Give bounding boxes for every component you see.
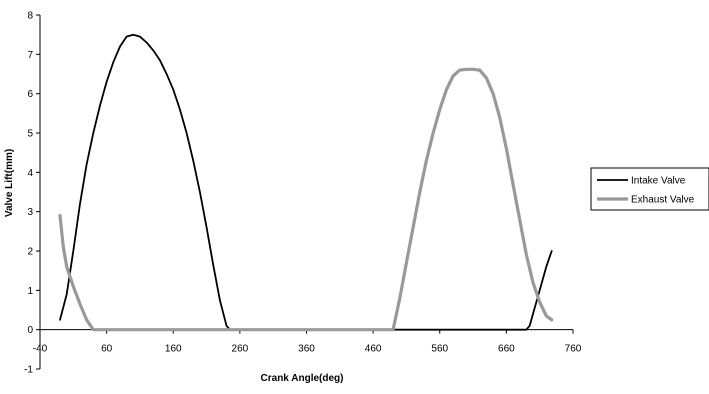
x-tick-label: 260 [232, 344, 249, 355]
y-tick-label: 2 [27, 247, 33, 258]
y-tick-label: 7 [27, 50, 33, 61]
y-tick-label: 3 [27, 207, 33, 218]
legend: Intake Valve Exhaust Valve [590, 167, 709, 211]
y-tick-label: 0 [27, 325, 33, 336]
series-layer [58, 33, 554, 332]
x-tick-label: -40 [33, 344, 48, 355]
x-tick-label: 160 [165, 344, 182, 355]
y-tick-label: 8 [27, 11, 33, 22]
x-tick-label: 360 [298, 344, 315, 355]
x-tick-label: 60 [101, 344, 113, 355]
legend-label-exhaust: Exhaust Valve [631, 195, 695, 206]
intake-valve-line [59, 33, 553, 331]
legend-label-intake: Intake Valve [631, 176, 686, 187]
exhaust-valve-line [58, 67, 554, 332]
x-tick-label: 460 [365, 344, 382, 355]
y-tick-label: -1 [24, 365, 33, 376]
x-tick-label: 560 [431, 344, 448, 355]
y-tick-label: 4 [27, 168, 33, 179]
y-tick-label: 5 [27, 129, 33, 140]
y-tick-label: 1 [27, 286, 33, 297]
x-tick-label: 660 [498, 344, 515, 355]
x-axis-title: Crank Angle(deg) [261, 373, 344, 384]
x-tick-label: 760 [565, 344, 582, 355]
y-axis-title: Valve Lift(mm) [4, 149, 15, 217]
axes: -1 0 1 2 3 4 5 6 7 8 -40 60 160 260 360 460 560 660 760 [24, 11, 582, 376]
legend-box [590, 167, 709, 211]
y-tick-label: 6 [27, 89, 33, 100]
